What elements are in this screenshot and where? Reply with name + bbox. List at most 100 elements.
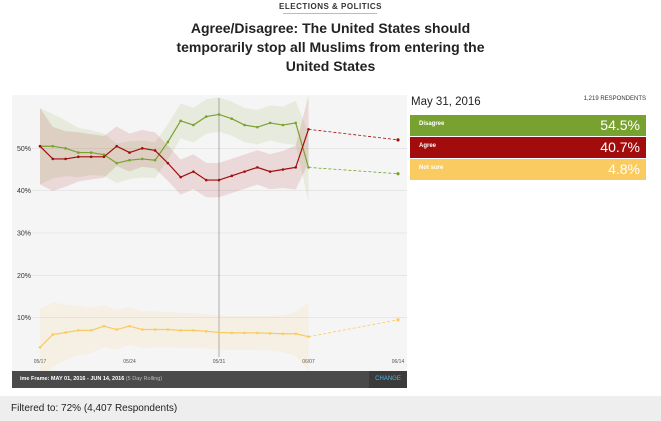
- data-point-agree: [268, 170, 272, 173]
- data-point-agree: [217, 178, 221, 182]
- result-row-agree[interactable]: Agree 40.7%: [410, 137, 646, 158]
- y-tick-label: 50%: [17, 146, 31, 153]
- x-tick-label: 06/14: [392, 359, 405, 365]
- data-point-disagree: [128, 158, 131, 162]
- result-value-not-sure: 4.8%: [608, 161, 640, 177]
- confidence-band-agree: [40, 95, 309, 198]
- data-point-not-sure: [38, 346, 42, 349]
- data-point-not-sure: [268, 332, 272, 335]
- data-point-not-sure: [230, 331, 234, 335]
- filter-text: Filtered to: 72% (4,407 Respondents): [11, 403, 178, 414]
- x-tick-label: 05/31: [213, 359, 226, 365]
- data-point-agree: [64, 157, 67, 161]
- data-point-agree: [166, 161, 170, 165]
- y-tick-label: 40%: [17, 188, 31, 195]
- data-point-disagree: [140, 157, 144, 161]
- data-point-disagree: [256, 125, 259, 129]
- timeframe-window: (5 Day Rolling): [125, 376, 163, 382]
- data-point-not-sure: [217, 331, 221, 334]
- data-point-disagree: [204, 115, 208, 118]
- page-title: Agree/Disagree: The United States should…: [150, 19, 511, 76]
- data-point-disagree: [115, 161, 119, 165]
- data-point-agree: [115, 144, 119, 148]
- result-row-disagree[interactable]: Disagree 54.5%: [410, 115, 646, 136]
- data-point-agree: [102, 155, 106, 159]
- data-point-not-sure: [115, 328, 119, 331]
- y-tick-label: 10%: [17, 315, 31, 322]
- data-point-not-sure: [192, 329, 195, 332]
- title-line-2: temporarily stop all Muslims from enteri…: [176, 39, 485, 55]
- data-point-not-sure: [102, 324, 106, 328]
- change-button[interactable]: CHANGE: [369, 371, 407, 388]
- data-point-agree: [230, 174, 234, 178]
- data-point-disagree: [102, 153, 106, 156]
- result-label-disagree: Disagree: [419, 121, 445, 127]
- chart-area[interactable]: 10% 20% 30% 40% 50% 05/17 05/24 05/31 06/07 06/14: [12, 95, 407, 388]
- timeframe-label: ime Frame:: [20, 376, 50, 382]
- title-line-3: United States: [285, 58, 376, 74]
- section-label[interactable]: ELECTIONS & POLITICS: [279, 2, 382, 11]
- data-point-not-sure: [243, 331, 246, 335]
- data-point-not-sure: [256, 331, 259, 335]
- x-tick-label: 05/17: [34, 359, 47, 365]
- data-point-agree: [77, 155, 80, 159]
- data-point-agree: [281, 168, 285, 171]
- data-point-disagree: [153, 158, 157, 162]
- data-point-agree: [179, 175, 182, 179]
- result-label-not-sure: Not sure: [419, 165, 444, 171]
- data-point-disagree: [243, 123, 246, 127]
- timeframe-text: ime Frame: MAY 01, 2016 - JUN 14, 2016 (…: [20, 376, 162, 382]
- data-point-agree: [38, 144, 42, 148]
- data-point-agree: [140, 147, 144, 150]
- data-point-not-sure: [294, 332, 298, 336]
- data-point-disagree: [64, 147, 67, 150]
- projection-point-not-sure: [396, 318, 400, 322]
- section-underline: [283, 13, 377, 14]
- result-row-not-sure[interactable]: Not sure 4.8%: [410, 159, 646, 180]
- projection-point-agree: [396, 138, 400, 142]
- result-value-disagree: 54.5%: [600, 117, 640, 133]
- series-line-not-sure: [39, 325, 309, 348]
- title-line-1: Agree/Disagree: The United States should: [190, 20, 471, 36]
- filter-footer: Filtered to: 72% (4,407 Respondents): [0, 396, 661, 421]
- data-point-not-sure: [89, 329, 93, 332]
- data-point-disagree: [51, 144, 55, 148]
- data-point-agree: [243, 170, 246, 173]
- x-tick-label: 06/07: [302, 359, 315, 365]
- confidence-band-not-sure: [40, 302, 309, 371]
- data-point-not-sure: [64, 331, 67, 334]
- data-point-agree: [256, 166, 259, 169]
- data-point-disagree: [281, 123, 285, 127]
- data-point-disagree: [166, 140, 170, 144]
- data-point-not-sure: [77, 329, 80, 332]
- projection-line-agree: [308, 128, 399, 141]
- data-point-not-sure: [281, 332, 285, 336]
- data-point-disagree: [268, 121, 272, 125]
- projection-point-disagree: [396, 172, 400, 176]
- result-value-agree: 40.7%: [600, 139, 640, 155]
- series-line-agree: [39, 129, 310, 181]
- trend-chart[interactable]: 10% 20% 30% 40% 50% 05/17 05/24 05/31 06/07 06/14: [12, 95, 407, 371]
- data-point-agree: [204, 178, 208, 182]
- data-point-agree: [307, 127, 310, 131]
- x-tick-label: 05/24: [123, 359, 136, 365]
- data-point-not-sure: [51, 333, 55, 336]
- data-point-disagree: [230, 117, 234, 120]
- data-point-disagree: [217, 113, 221, 116]
- data-point-disagree: [89, 151, 93, 154]
- timeframe-bar: ime Frame: MAY 01, 2016 - JUN 14, 2016 (…: [12, 371, 407, 388]
- data-point-not-sure: [307, 335, 310, 339]
- timeframe-range: MAY 01, 2016 - JUN 14, 2016: [50, 376, 125, 382]
- data-point-agree: [192, 170, 195, 173]
- data-point-agree: [89, 155, 93, 159]
- data-point-not-sure: [153, 328, 157, 331]
- selected-date: May 31, 2016: [411, 96, 481, 108]
- data-point-disagree: [192, 123, 195, 127]
- y-tick-label: 30%: [17, 231, 31, 238]
- data-point-not-sure: [179, 329, 182, 332]
- data-point-not-sure: [166, 328, 170, 331]
- y-tick-label: 20%: [17, 273, 31, 280]
- data-point-not-sure: [140, 328, 144, 331]
- data-point-agree: [294, 166, 298, 169]
- respondents-count: 1,219 RESPONDENTS: [583, 96, 646, 102]
